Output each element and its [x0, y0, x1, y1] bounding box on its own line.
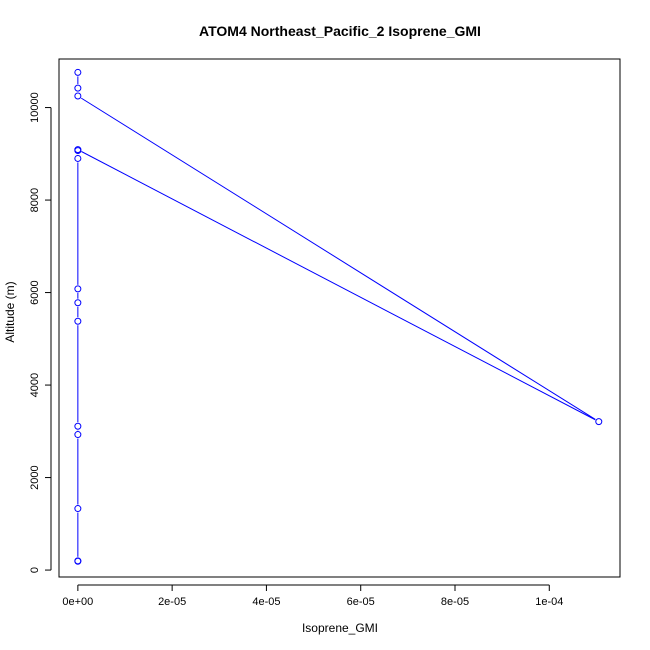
y-tick-label-1: 2000	[29, 465, 41, 489]
series-0-point-6	[74, 299, 82, 307]
series-0-point-3	[74, 431, 82, 439]
y-tick-label-2: 4000	[29, 373, 41, 397]
series-0-point-1	[74, 557, 82, 565]
series-0-point-7	[74, 285, 82, 293]
x-axis-label: Isoprene_GMI	[302, 621, 378, 635]
plot-frame	[58, 58, 621, 578]
series-0-point-13	[74, 84, 82, 92]
x-tick-label-3: 6e-05	[347, 596, 375, 608]
series-0-point-2	[74, 505, 82, 513]
series-0-segment-10	[81, 151, 596, 421]
series-0-segment-11	[80, 97, 596, 420]
x-axis: 0e+00 2e-05 4e-05 6e-05 8e-05 1e-04	[62, 584, 563, 608]
x-tick-label-0: 0e+00	[62, 596, 93, 608]
series-0-point-10	[74, 146, 82, 154]
series-0-point-11	[595, 418, 603, 426]
chart-title: ATOM4 Northeast_Pacific_2 Isoprene_GMI	[199, 23, 481, 39]
series-0-point-4	[74, 422, 82, 430]
x-tick-label-4: 8e-05	[441, 596, 469, 608]
x-tick-label-2: 4e-05	[252, 596, 280, 608]
series-0-point-14	[74, 68, 82, 76]
series-0-point-5	[74, 317, 82, 325]
x-tick-label-5: 1e-04	[535, 596, 563, 608]
y-tick-label-4: 8000	[29, 188, 41, 212]
series-layer	[74, 68, 603, 565]
y-axis: 0 2000 4000 6000 8000 10000	[29, 92, 52, 573]
series-0-point-8	[74, 154, 82, 162]
series-0-point-12	[74, 92, 82, 100]
y-tick-label-0: 0	[29, 567, 41, 573]
x-tick-label-1: 2e-05	[158, 596, 186, 608]
y-tick-label-3: 6000	[29, 280, 41, 304]
y-axis-label: Altitude (m)	[3, 281, 17, 342]
y-tick-label-5: 10000	[29, 92, 41, 123]
